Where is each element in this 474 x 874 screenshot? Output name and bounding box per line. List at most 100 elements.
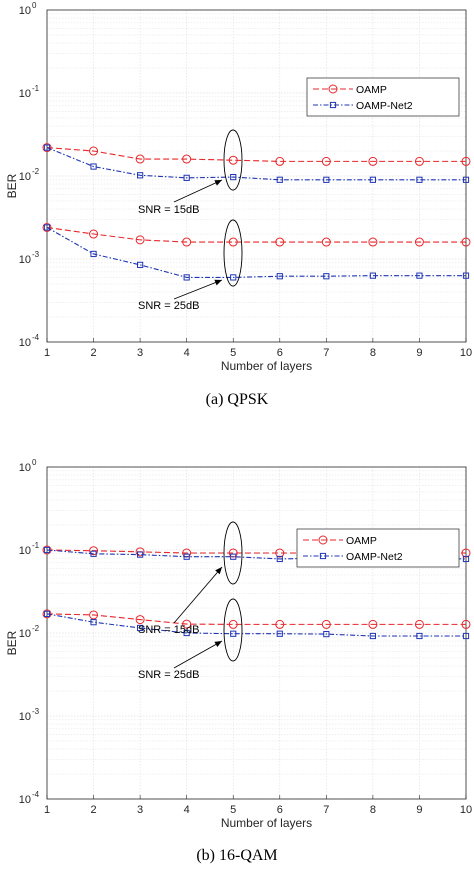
data-point-circle <box>182 237 192 247</box>
series-line <box>46 147 466 181</box>
data-point-square <box>369 272 376 279</box>
legend-label: OAMP-Net2 <box>356 100 413 112</box>
data-point-circle <box>414 237 424 247</box>
x-axis-label: Number of layers <box>221 816 312 830</box>
snr-annotation: SNR = 25dB <box>138 300 199 312</box>
data-point-square <box>43 546 51 554</box>
data-point-circle <box>275 619 285 629</box>
highlight-ellipse <box>223 129 243 191</box>
highlight-ellipse <box>223 521 243 585</box>
annotation-arrow-head <box>214 180 222 186</box>
y-tick-label: 10 <box>19 5 31 17</box>
snr-annotation: SNR = 15dB <box>138 204 199 216</box>
data-point-circle <box>368 156 378 166</box>
highlight-ellipse <box>223 598 243 662</box>
data-point-square <box>276 555 283 563</box>
y-axis-label: BER <box>5 173 19 198</box>
x-tick-label: 4 <box>184 804 190 816</box>
data-point-circle <box>182 619 192 629</box>
y-tick-exponent: 0 <box>32 458 37 467</box>
legend: OAMP OAMP-Net2 <box>306 77 460 117</box>
plot-area <box>47 467 466 799</box>
y-tick-exponent: -3 <box>32 707 40 716</box>
annotation-arrow-shaft <box>173 279 223 300</box>
data-point-circle <box>89 229 99 239</box>
y-tick-label: 10 <box>19 171 31 183</box>
axes-frame <box>46 9 467 343</box>
series-oamp-net2-snr25db <box>43 610 470 640</box>
legend-label: OAMP <box>346 535 377 547</box>
series-line <box>46 147 466 162</box>
snr-annotation: SNR = 25dB <box>138 669 199 681</box>
data-point-square <box>462 632 470 640</box>
data-point-circle <box>228 619 238 629</box>
data-point-circle <box>89 610 99 620</box>
x-tick-label: 10 <box>460 347 472 359</box>
series-oamp-snr15db <box>42 143 471 166</box>
y-tick-label: 10 <box>19 794 31 806</box>
data-point-circle <box>275 548 285 558</box>
x-tick-label: 1 <box>44 804 50 816</box>
y-tick-exponent: -1 <box>32 541 40 550</box>
legend-label: OAMP <box>356 84 387 96</box>
series-oamp-net2-snr15db <box>43 144 470 183</box>
data-point-circle <box>414 619 424 629</box>
data-point-square <box>323 176 330 183</box>
data-point-circle <box>135 547 145 557</box>
y-tick-label: 10 <box>19 88 31 100</box>
y-tick-label: 10 <box>19 254 31 266</box>
y-tick-exponent: -4 <box>32 790 40 799</box>
y-tick-label: 10 <box>19 462 31 474</box>
x-tick-label: 3 <box>137 347 143 359</box>
annotation-arrow-shaft <box>173 640 223 669</box>
x-tick-label: 5 <box>230 804 236 816</box>
data-point-square <box>90 163 97 170</box>
data-point-circle <box>321 156 331 166</box>
y-tick-exponent: -3 <box>32 250 40 259</box>
data-point-circle <box>461 237 471 247</box>
series-oamp-snr25db <box>42 609 471 629</box>
data-point-circle <box>461 619 471 629</box>
y-tick-label: 10 <box>19 711 31 723</box>
snr-annotation: SNR = 15dB <box>138 624 199 636</box>
series-oamp-net2-snr25db <box>43 224 470 281</box>
data-point-square <box>43 610 51 617</box>
grid-lines <box>46 10 467 343</box>
series-line <box>46 613 466 625</box>
data-point-square <box>230 553 237 560</box>
x-tick-label: 1 <box>44 347 50 359</box>
data-point-circle <box>461 156 471 166</box>
y-tick-exponent: -2 <box>32 167 40 176</box>
data-point-square <box>183 274 190 281</box>
data-point-square <box>230 630 237 637</box>
figure-caption: (b) 16-QAM <box>196 847 277 864</box>
annotation-arrow-shaft <box>173 179 223 203</box>
data-point-circle <box>89 146 99 156</box>
data-point-square <box>137 624 144 632</box>
data-point-circle <box>321 237 331 247</box>
highlight-ellipse <box>223 219 243 287</box>
y-tick-label: 10 <box>19 545 31 557</box>
figure-caption: (a) QPSK <box>206 391 269 408</box>
x-tick-label: 7 <box>323 804 329 816</box>
data-point-square <box>183 553 190 560</box>
data-point-circle <box>135 154 145 164</box>
data-point-circle <box>42 222 52 232</box>
data-point-circle <box>275 156 285 166</box>
legend-marker-square <box>319 552 327 560</box>
legend-marker-circle <box>318 535 328 545</box>
data-point-circle <box>368 619 378 629</box>
x-tick-label: 2 <box>90 347 96 359</box>
data-point-circle <box>135 615 145 625</box>
data-point-square <box>137 172 144 179</box>
data-point-square <box>462 555 470 563</box>
x-tick-label: 8 <box>370 804 376 816</box>
data-point-square <box>43 144 51 151</box>
data-point-square <box>90 250 97 258</box>
y-tick-exponent: 0 <box>32 1 37 10</box>
data-point-square <box>369 632 376 640</box>
y-tick-label: 10 <box>19 628 31 640</box>
data-point-square <box>137 551 144 558</box>
